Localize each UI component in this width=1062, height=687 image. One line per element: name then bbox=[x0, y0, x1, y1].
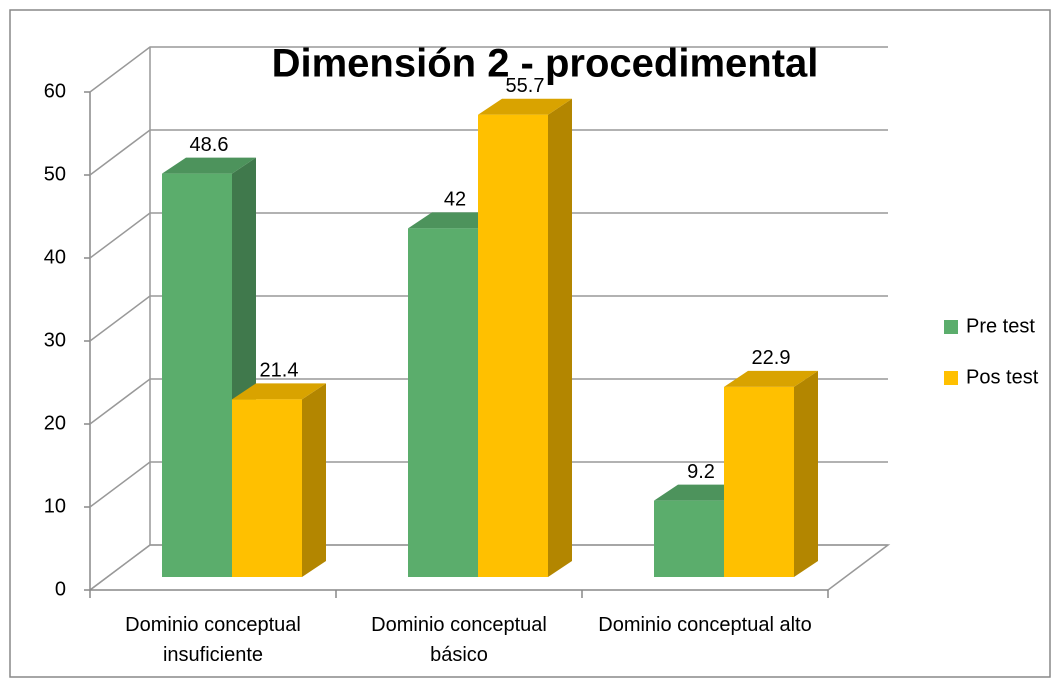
x-tick-label: Dominio conceptual insuficiente bbox=[125, 614, 301, 666]
bar bbox=[724, 386, 794, 577]
y-tick-label: 60 bbox=[44, 80, 66, 102]
legend-label: Pos test bbox=[966, 366, 1039, 388]
y-tick-label: 50 bbox=[44, 163, 66, 185]
grid-line bbox=[89, 46, 888, 93]
plot-marks bbox=[162, 98, 818, 577]
grid-line bbox=[89, 212, 888, 259]
legend-label: Pre test bbox=[966, 315, 1035, 337]
y-tick-label: 10 bbox=[44, 495, 66, 517]
data-label: 22.9 bbox=[752, 347, 791, 369]
plot-walls bbox=[84, 46, 891, 598]
bar-top bbox=[478, 98, 572, 115]
bar bbox=[232, 399, 302, 577]
legend-swatch bbox=[944, 320, 958, 334]
x-tick-label: Dominio conceptual básico bbox=[371, 614, 547, 666]
x-tick-label: Dominio conceptual alto bbox=[598, 614, 812, 636]
data-label: 55.7 bbox=[506, 75, 545, 97]
bar-top bbox=[724, 370, 818, 387]
grid-line bbox=[89, 461, 888, 508]
data-label: 9.2 bbox=[687, 461, 715, 483]
grid-line bbox=[89, 544, 888, 591]
y-tick-label: 20 bbox=[44, 412, 66, 434]
bar bbox=[478, 114, 548, 577]
bar-side bbox=[548, 98, 572, 577]
grid-line bbox=[89, 129, 888, 176]
data-label: 42 bbox=[444, 189, 466, 211]
bar bbox=[654, 500, 724, 577]
bar bbox=[408, 228, 478, 577]
bar-side bbox=[302, 383, 326, 577]
bar-top bbox=[232, 383, 326, 400]
data-label: 21.4 bbox=[260, 360, 299, 382]
legend-swatch bbox=[944, 371, 958, 385]
y-tick-label: 30 bbox=[44, 329, 66, 351]
bar bbox=[162, 173, 232, 577]
grid-line bbox=[89, 378, 888, 425]
data-label: 48.6 bbox=[190, 134, 229, 156]
bar-side bbox=[794, 370, 818, 577]
chart-title: Dimensión 2 - procedimental bbox=[272, 42, 819, 86]
y-tick-label: 0 bbox=[55, 578, 66, 600]
y-tick-label: 40 bbox=[44, 246, 66, 268]
bar-top bbox=[162, 157, 256, 174]
grid-line bbox=[89, 295, 888, 342]
